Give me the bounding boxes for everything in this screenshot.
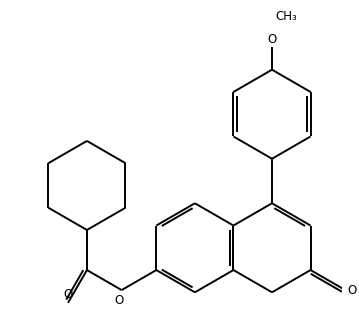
Text: O: O bbox=[114, 294, 123, 307]
Text: O: O bbox=[348, 284, 357, 297]
Text: O: O bbox=[267, 33, 277, 46]
Text: O: O bbox=[64, 288, 73, 300]
Text: CH₃: CH₃ bbox=[276, 10, 297, 23]
